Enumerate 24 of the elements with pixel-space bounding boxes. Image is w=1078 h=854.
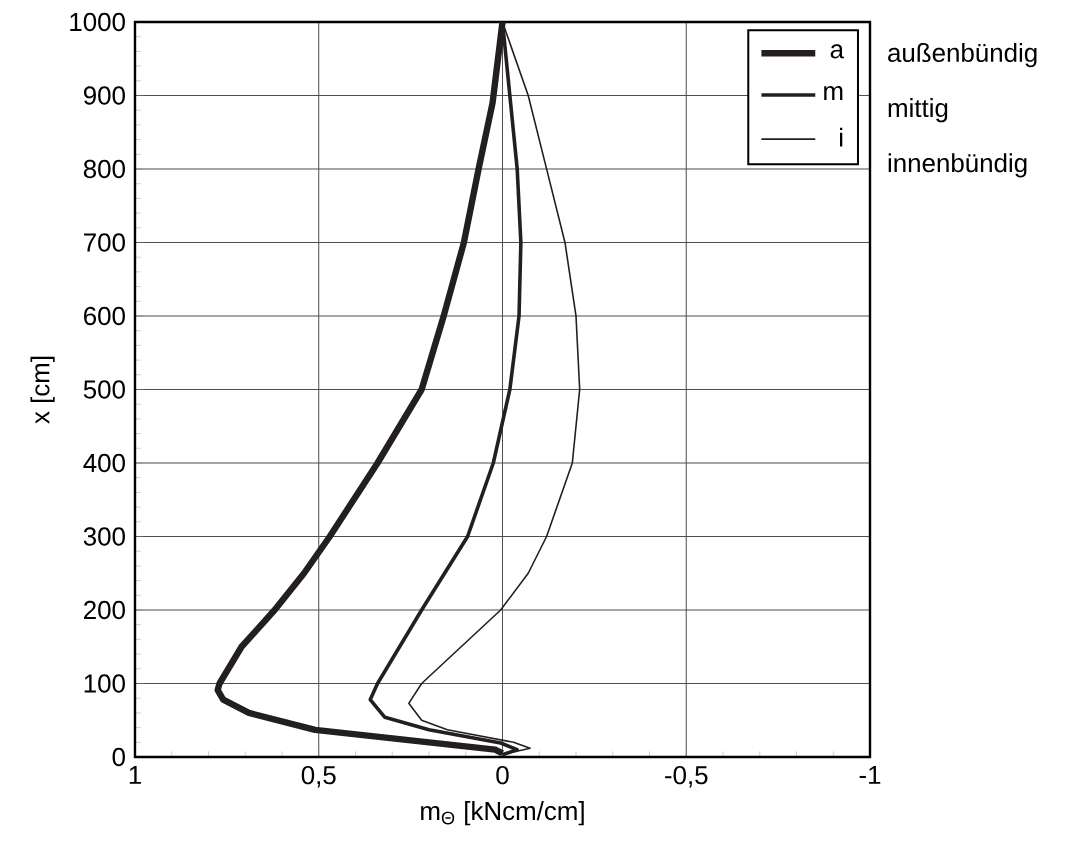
text: außenbündig — [888, 42, 1037, 68]
y-tick-label: 100 — [84, 674, 125, 693]
y-tick-label: 0 — [112, 747, 125, 767]
x-tick-label: 0,5 — [301, 766, 336, 788]
y-tick-label: 900 — [83, 86, 125, 105]
y-tick-label: 800 — [83, 159, 125, 179]
y-tick-label: 200 — [84, 600, 125, 620]
y-tick-label: 300 — [83, 527, 125, 546]
text: mittig — [888, 98, 948, 123]
x-tick-label: -1 — [859, 766, 881, 784]
text: innenbündig — [888, 153, 1027, 178]
legend-label: i — [839, 127, 843, 147]
x-axis-title: m$_{Θ}$ [kNcm/cm] — [421, 801, 584, 826]
y-tick-label: 1000 — [70, 12, 125, 32]
legend-label: m — [824, 86, 843, 100]
y-tick-label: 600 — [84, 306, 125, 326]
y-tick-label: 400 — [83, 453, 125, 473]
x-tick-label: 1 — [129, 766, 141, 784]
y-tick-label: 700 — [84, 233, 125, 252]
y-axis-title: x [cm] — [30, 356, 55, 424]
legend-label: a — [830, 44, 845, 59]
x-tick-label: -0,5 — [665, 766, 708, 788]
y-tick-label: 500 — [83, 380, 125, 399]
x-tick-label: 0 — [496, 766, 509, 785]
